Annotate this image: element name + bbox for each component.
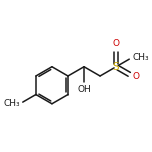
Text: O: O	[113, 39, 120, 48]
Text: CH₃: CH₃	[132, 53, 149, 62]
Text: S: S	[113, 62, 119, 72]
Text: OH: OH	[77, 85, 91, 94]
Text: CH₃: CH₃	[3, 99, 20, 108]
Text: O: O	[132, 71, 139, 81]
